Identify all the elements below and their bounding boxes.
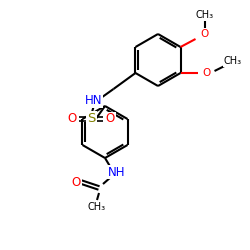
Text: O: O: [202, 68, 211, 78]
Text: O: O: [72, 176, 80, 188]
Text: O: O: [200, 29, 209, 39]
Text: CH₃: CH₃: [196, 10, 214, 20]
Text: S: S: [87, 112, 96, 126]
Text: O: O: [106, 112, 115, 126]
Text: CH₃: CH₃: [88, 202, 106, 212]
Text: CH₃: CH₃: [224, 56, 242, 66]
Text: HN: HN: [85, 94, 102, 108]
Text: NH: NH: [108, 166, 126, 178]
Text: O: O: [68, 112, 77, 126]
